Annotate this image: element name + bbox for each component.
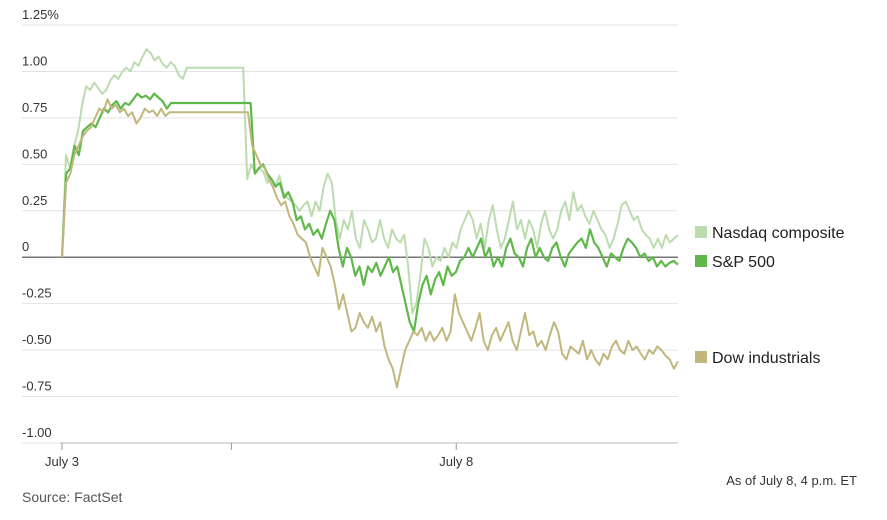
- y-tick-label: 1.00: [22, 53, 47, 68]
- source-note: Source: FactSet: [22, 489, 123, 505]
- y-tick-label: 0.50: [22, 146, 47, 161]
- y-tick-label: 0.75: [22, 100, 47, 115]
- y-tick-label: -1.00: [22, 425, 52, 440]
- x-tick-label: July 8: [439, 454, 473, 469]
- y-tick-label: 0.25: [22, 193, 47, 208]
- legend-swatch: [695, 351, 707, 363]
- legend-label: S&P 500: [712, 254, 775, 271]
- series-line-dow: [61, 98, 679, 389]
- legend-swatch: [695, 226, 707, 238]
- series-line-nasdaq: [61, 48, 679, 314]
- legend-label: Dow industrials: [712, 350, 820, 367]
- y-tick-label: -0.50: [22, 332, 52, 347]
- x-tick-label: July 3: [45, 454, 79, 469]
- y-tick-label: 0: [22, 239, 29, 254]
- y-tick-label: -0.25: [22, 286, 52, 301]
- as-of-note: As of July 8, 4 p.m. ET: [726, 473, 857, 488]
- legend-swatch: [695, 255, 707, 267]
- y-tick-label: 1.25%: [22, 7, 59, 22]
- legend-label: Nasdaq composite: [712, 225, 845, 242]
- series-line-sp500: [60, 92, 679, 333]
- y-tick-label: -0.75: [22, 379, 52, 394]
